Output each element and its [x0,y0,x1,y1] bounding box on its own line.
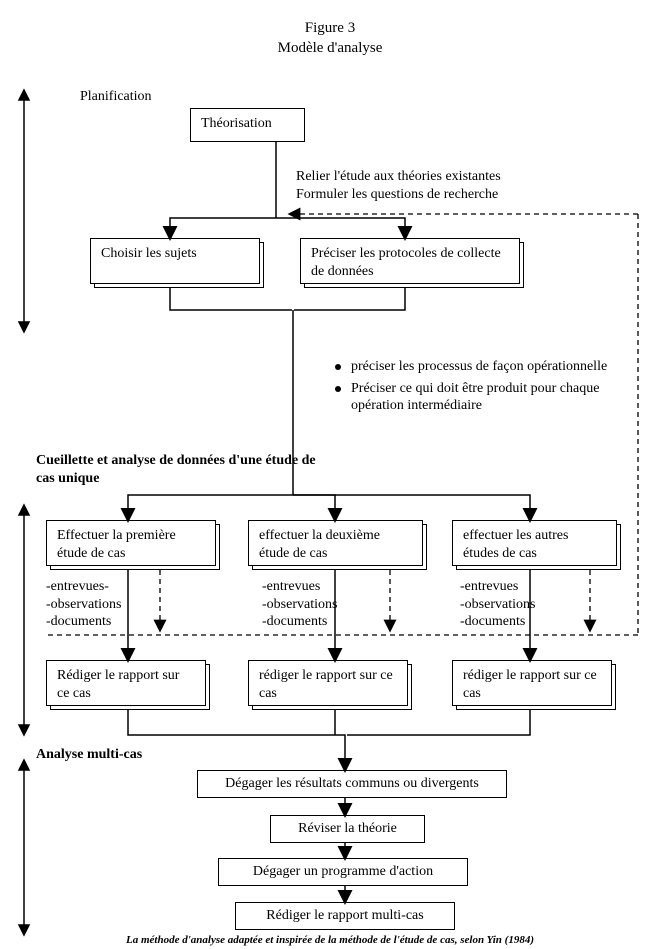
bullet-list: préciser les processus de façon opératio… [335,358,635,415]
node-degager-programme: Dégager un programme d'action [218,858,468,886]
bullet-icon [335,364,341,370]
label-sources-1: -entrevues- -observations -documents [46,578,121,631]
node-rapport1: Rédiger le rapport sur ce cas [46,660,206,706]
node-choisir-text: Choisir les sujets [90,238,260,284]
label-cueillette: Cueillette et analyse de données d'une é… [36,452,336,487]
node-rapport2: rédiger le rapport sur ce cas [248,660,408,706]
bullet-icon [335,386,341,392]
label-relier: Relier l'étude aux théories existantes F… [296,168,596,203]
node-etude3: effectuer les autres études de cas [452,520,617,566]
node-rapport1-text: Rédiger le rapport sur ce cas [46,660,206,706]
node-choisir: Choisir les sujets [90,238,260,284]
node-etude2: effectuer la deuxième étude de cas [248,520,423,566]
node-reviser: Réviser la théorie [270,815,425,843]
label-sources-3: -entrevues -observations -documents [460,578,535,631]
label-sources-2: -entrevues -observations -documents [262,578,337,631]
node-degager-resultats: Dégager les résultats communs ou diverge… [197,770,507,798]
label-multicas: Analyse multi-cas [36,746,142,764]
node-rapport3-text: rédiger le rapport sur ce cas [452,660,612,706]
node-rapport2-text: rédiger le rapport sur ce cas [248,660,408,706]
diagram-stage: Figure 3 Modèle d'analyse Planification … [0,0,660,949]
node-etude3-text: effectuer les autres études de cas [452,520,617,566]
node-preciser-protocoles: Préciser les protocoles de collecte de d… [300,238,520,284]
figure-title: Modèle d'analyse [0,40,660,57]
bullet-1: préciser les processus de façon opératio… [351,358,607,376]
node-etude2-text: effectuer la deuxième étude de cas [248,520,423,566]
node-etude1-text: Effectuer la première étude de cas [46,520,216,566]
label-planification: Planification [80,88,152,106]
node-theorisation: Théorisation [190,108,305,142]
node-rediger-multi: Rédiger le rapport multi-cas [235,902,455,930]
node-etude1: Effectuer la première étude de cas [46,520,216,566]
bullet-2: Préciser ce qui doit être produit pour c… [351,380,635,415]
footnote: La méthode d'analyse adaptée et inspirée… [0,934,660,946]
figure-number: Figure 3 [0,20,660,37]
node-preciser-text: Préciser les protocoles de collecte de d… [300,238,520,284]
node-rapport3: rédiger le rapport sur ce cas [452,660,612,706]
